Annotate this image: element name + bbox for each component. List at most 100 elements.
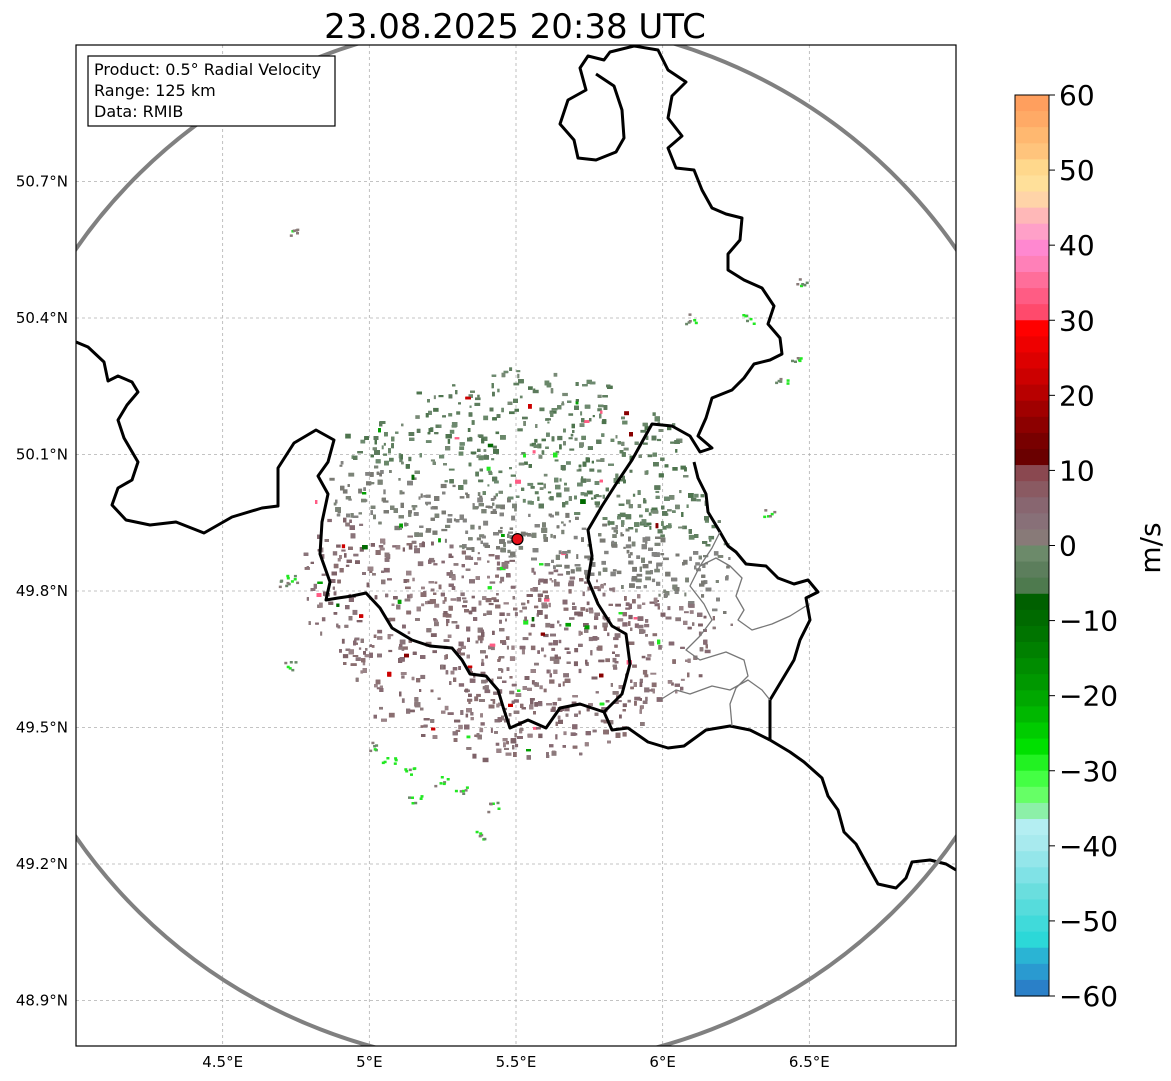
echo-cell	[622, 703, 627, 708]
echo-cell	[486, 610, 492, 615]
echo-cell	[744, 314, 748, 318]
echo-cell	[537, 650, 540, 654]
echo-cell	[348, 649, 354, 655]
echo-cell	[501, 534, 505, 537]
echo-cell	[359, 547, 364, 552]
echo-cell	[617, 516, 621, 520]
echo-cell	[495, 555, 500, 560]
echo-cell	[621, 520, 625, 525]
echo-cell	[572, 745, 578, 749]
echo-cell	[619, 714, 622, 719]
echo-cell	[574, 437, 578, 441]
echo-cell	[482, 491, 486, 495]
colorbar	[1014, 94, 1050, 997]
echo-cell	[423, 591, 427, 594]
echo-cell	[434, 784, 438, 788]
echo-cell	[461, 564, 465, 568]
echo-cell	[568, 580, 575, 584]
echo-cell	[551, 647, 556, 651]
echo-cell	[521, 707, 526, 710]
echo-cell	[712, 608, 718, 612]
echo-cell	[468, 537, 473, 541]
echo-cell	[574, 611, 579, 616]
echo-cell	[491, 802, 495, 805]
echo-cell	[575, 399, 579, 402]
echo-cell	[499, 656, 505, 659]
echo-cell	[705, 587, 712, 592]
echo-cell	[369, 749, 373, 753]
echo-cell	[370, 454, 374, 458]
echo-cell	[445, 434, 452, 439]
echo-cell	[503, 542, 506, 547]
echo-cell	[399, 644, 403, 647]
echo-cell	[337, 625, 341, 629]
echo-cell	[453, 563, 459, 566]
echo-cell	[471, 547, 475, 552]
echo-cell	[580, 607, 586, 611]
echo-cell	[363, 487, 366, 491]
echo-cell	[370, 472, 374, 477]
echo-cell	[612, 651, 615, 654]
echo-cell	[575, 401, 579, 405]
echo-cell	[466, 708, 472, 713]
echo-cell	[444, 655, 447, 660]
echo-cell	[526, 755, 531, 760]
echo-cell	[521, 452, 526, 455]
echo-cell	[566, 571, 570, 575]
echo-cell	[335, 499, 338, 504]
echo-cell	[409, 593, 413, 598]
echo-cell	[498, 490, 503, 494]
echo-cell	[477, 627, 483, 633]
echo-cell	[340, 461, 344, 465]
echo-cell	[421, 586, 425, 590]
echo-cell	[465, 688, 469, 693]
echo-cell	[648, 512, 652, 516]
echo-cell	[615, 525, 618, 530]
echo-cell	[559, 624, 562, 627]
echo-cell	[459, 514, 464, 520]
echo-cell	[548, 602, 551, 608]
echo-cell	[455, 624, 460, 629]
echo-cell	[672, 467, 678, 471]
echo-cell	[562, 745, 566, 748]
colorbar-segment	[1015, 722, 1049, 740]
echo-cell	[543, 483, 546, 489]
echo-cell	[544, 595, 549, 599]
echo-cell	[513, 382, 520, 386]
echo-cell	[661, 505, 665, 510]
echo-cell	[527, 482, 534, 486]
echo-cell	[682, 562, 685, 566]
echo-cell	[369, 570, 373, 573]
echo-cell	[523, 637, 526, 640]
colorbar-segment	[1015, 465, 1049, 482]
echo-cell	[397, 599, 402, 604]
echo-cell	[685, 322, 689, 326]
echo-cell	[680, 686, 684, 691]
echo-cell	[395, 545, 401, 550]
echo-cell	[434, 513, 440, 518]
echo-cell	[483, 613, 487, 616]
colorbar-segment	[1015, 481, 1049, 498]
echo-cell	[381, 497, 386, 502]
lat-tick-label: 48.9°N	[16, 992, 68, 1010]
colorbar-segment	[1015, 963, 1049, 981]
echo-cell	[379, 421, 386, 424]
echo-cell	[384, 432, 388, 437]
echo-cell	[636, 573, 643, 577]
echo-cell	[531, 557, 537, 561]
echo-cell	[383, 442, 386, 446]
echo-cell	[478, 434, 484, 438]
echo-cell	[639, 698, 642, 701]
echo-cell	[539, 685, 543, 690]
echo-cell	[366, 582, 370, 588]
echo-cell	[617, 441, 621, 445]
echo-cell	[553, 659, 560, 664]
echo-cell	[352, 515, 359, 518]
echo-cell	[407, 535, 413, 538]
echo-cell	[459, 496, 465, 499]
echo-cell	[539, 563, 544, 566]
echo-cell	[408, 510, 412, 514]
echo-cell	[578, 468, 582, 472]
echo-cell	[698, 555, 702, 560]
echo-cell	[692, 622, 695, 626]
